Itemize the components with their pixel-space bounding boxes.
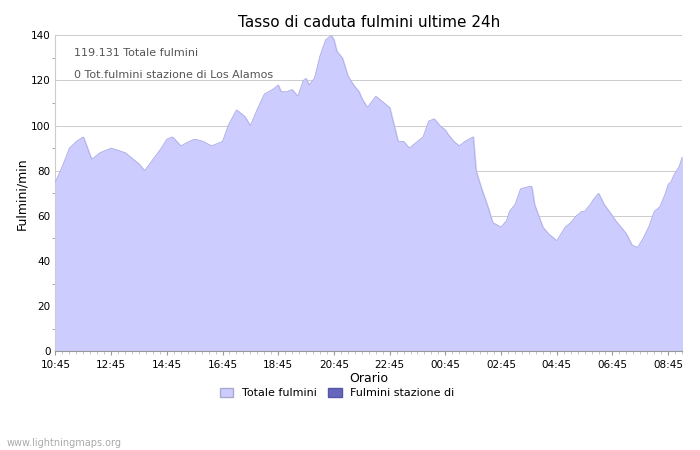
- Text: www.lightningmaps.org: www.lightningmaps.org: [7, 438, 122, 448]
- Text: 0 Tot.fulmini stazione di Los Alamos: 0 Tot.fulmini stazione di Los Alamos: [74, 70, 273, 80]
- X-axis label: Orario: Orario: [349, 372, 389, 385]
- Y-axis label: Fulmini/min: Fulmini/min: [15, 157, 28, 230]
- Text: 119.131 Totale fulmini: 119.131 Totale fulmini: [74, 48, 198, 58]
- Title: Tasso di caduta fulmini ultime 24h: Tasso di caduta fulmini ultime 24h: [237, 15, 500, 30]
- Legend: Totale fulmini, Fulmini stazione di: Totale fulmini, Fulmini stazione di: [216, 383, 459, 402]
